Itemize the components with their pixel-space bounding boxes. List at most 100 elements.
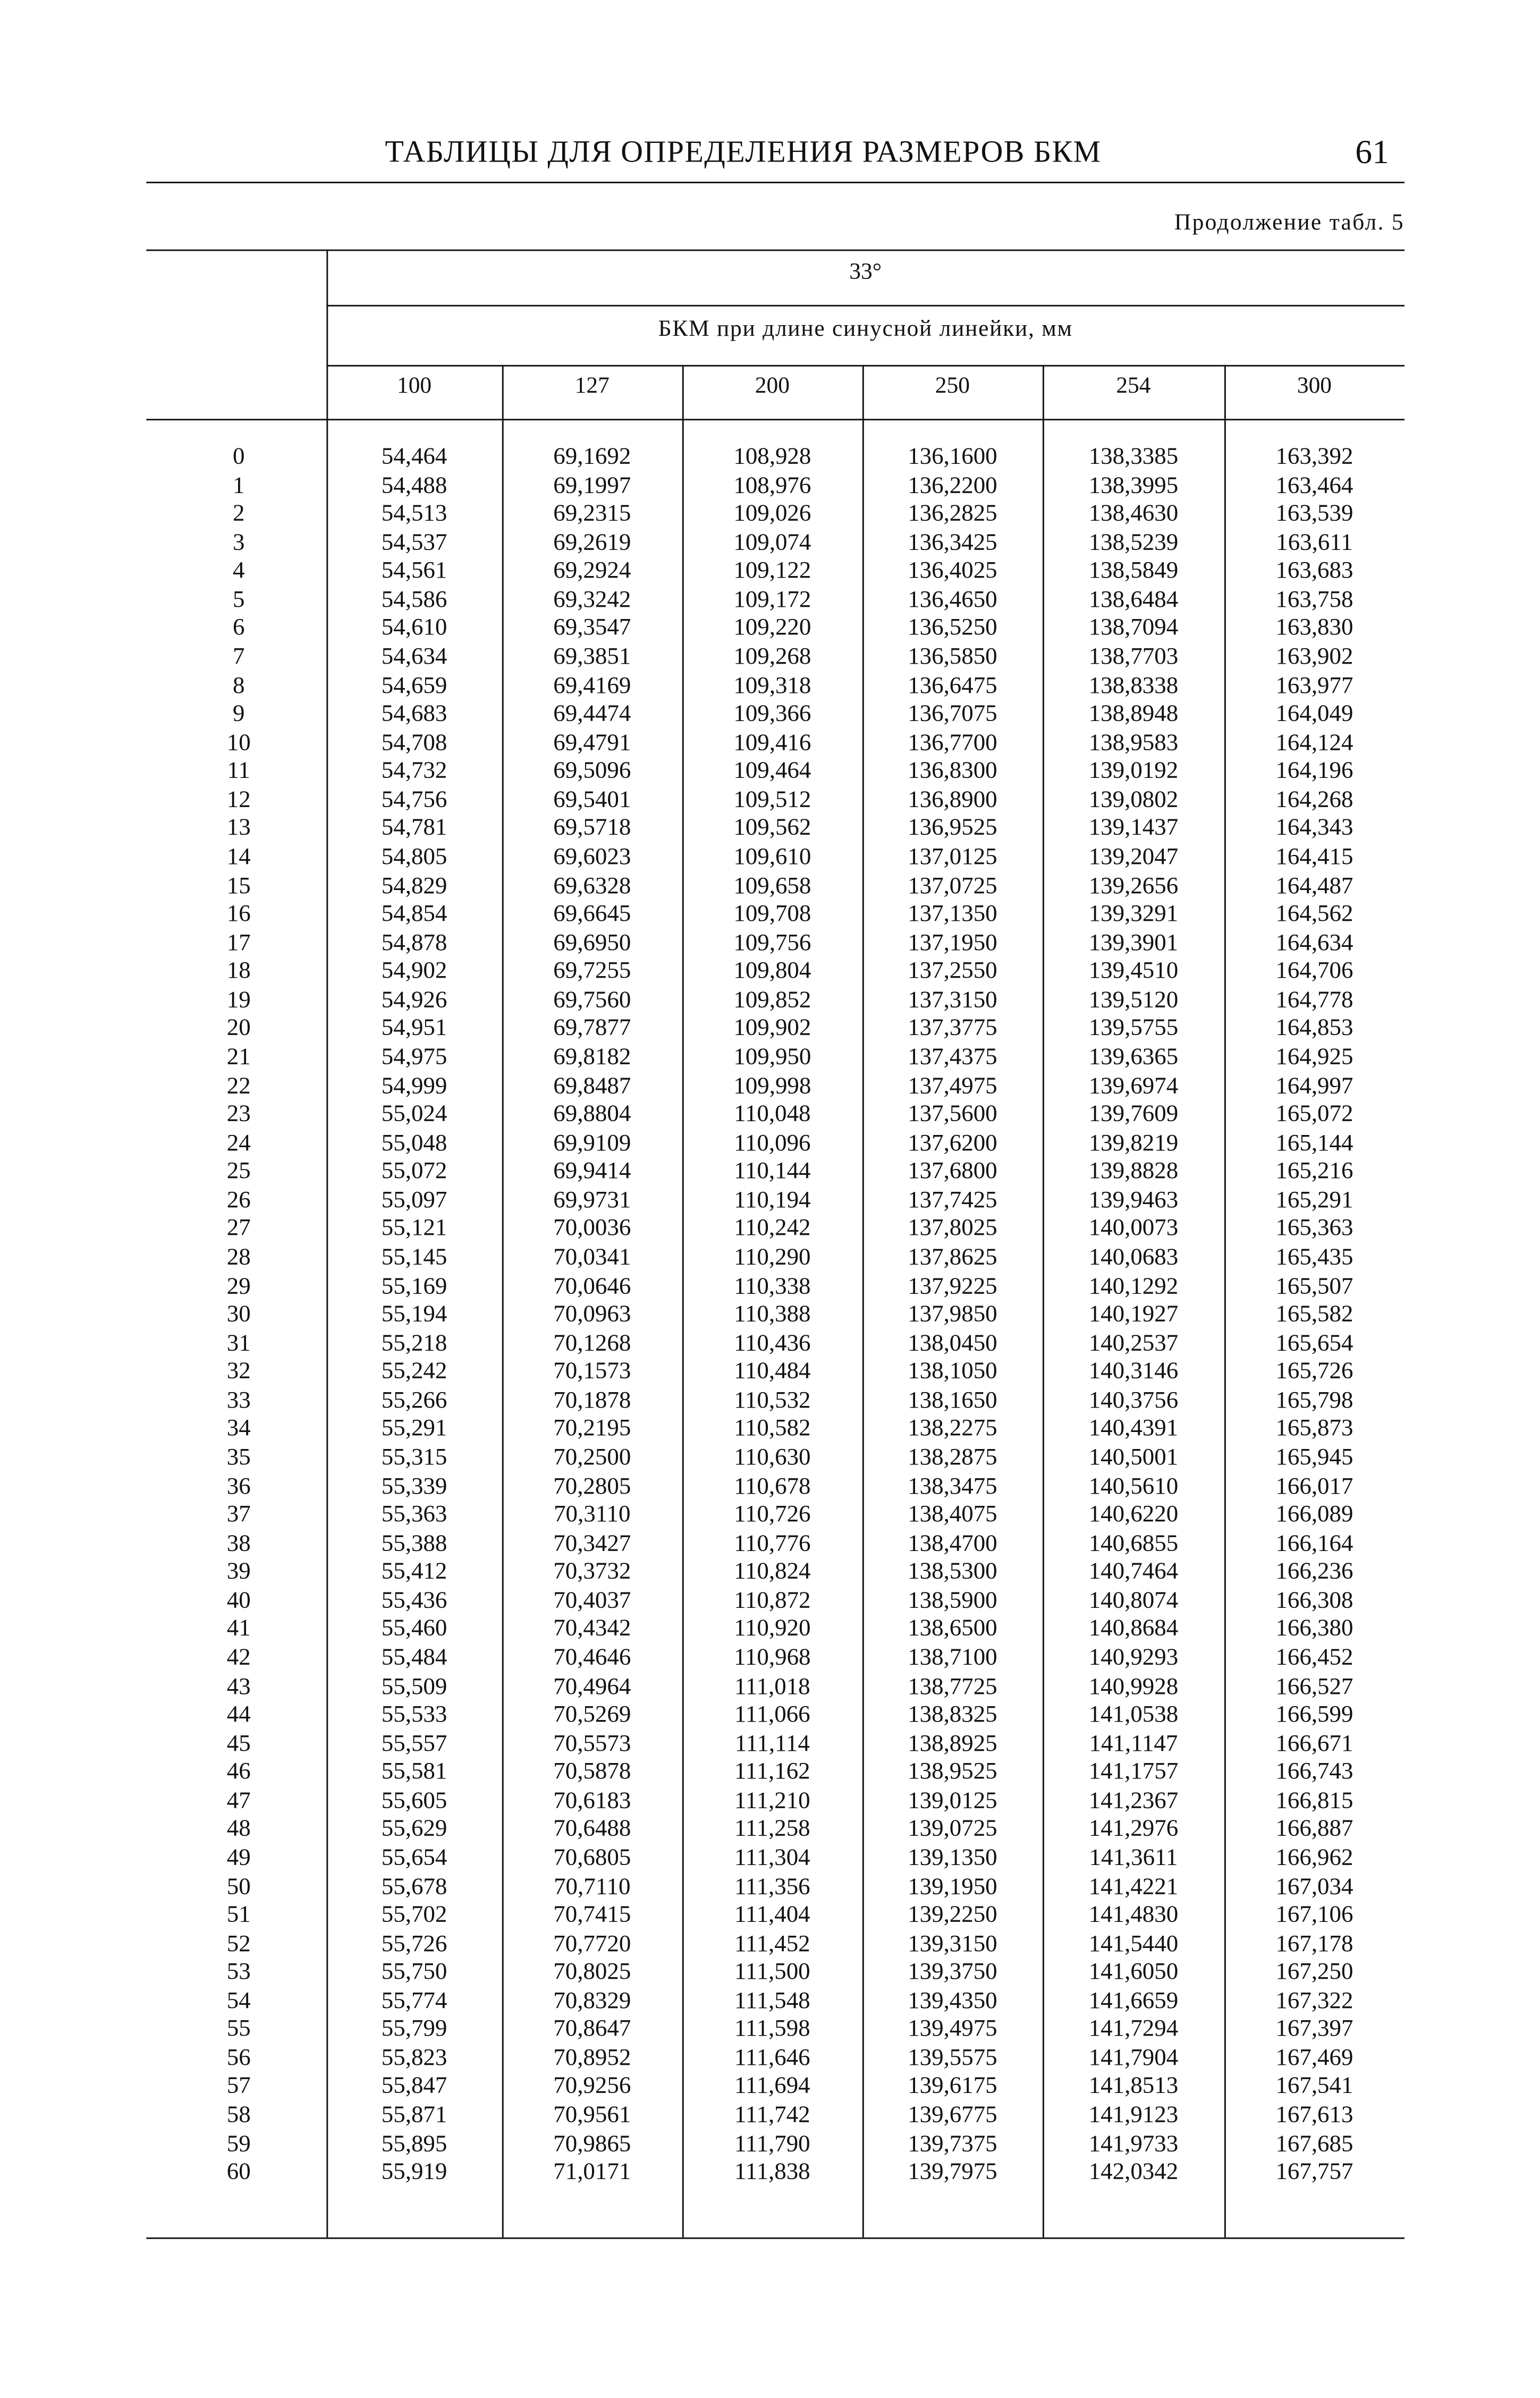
column-header: 300 xyxy=(1297,374,1332,399)
value-cell: 110,484 xyxy=(734,1358,811,1385)
value-cell: 70,5878 xyxy=(553,1759,631,1785)
value-cell: 164,997 xyxy=(1275,1072,1353,1099)
value-cell: 54,610 xyxy=(381,615,447,641)
table-row: 14 54,805 69,6023 109,610 137,0125 139,2047 16… xyxy=(0,844,1540,871)
value-cell: 138,7725 xyxy=(908,1673,997,1699)
minute-cell: 45 xyxy=(226,1730,251,1757)
value-cell: 138,1650 xyxy=(908,1387,997,1413)
value-cell: 54,999 xyxy=(381,1072,447,1099)
value-cell: 163,611 xyxy=(1276,529,1353,556)
value-cell: 55,774 xyxy=(381,1987,447,2014)
value-cell: 139,0125 xyxy=(908,1787,997,1814)
value-cell: 136,4025 xyxy=(908,557,997,584)
value-cell: 166,164 xyxy=(1275,1530,1353,1556)
value-cell: 138,7094 xyxy=(1088,615,1179,641)
value-cell: 110,630 xyxy=(734,1444,811,1471)
value-cell: 55,169 xyxy=(381,1273,447,1299)
value-cell: 54,854 xyxy=(381,901,447,927)
value-cell: 164,268 xyxy=(1275,786,1353,813)
value-cell: 138,0450 xyxy=(908,1329,997,1357)
value-cell: 111,258 xyxy=(734,1816,810,1843)
table-row: 15 54,829 69,6328 109,658 137,0725 139,2656 16… xyxy=(0,872,1540,900)
table-row: 50 55,678 70,7110 111,356 139,1950 141,4221 16… xyxy=(0,1873,1540,1901)
value-cell: 138,5849 xyxy=(1088,557,1179,584)
table-row: 0 54,464 69,1692 108,928 136,1600 138,3385 163… xyxy=(0,444,1540,471)
value-cell: 141,9733 xyxy=(1088,2130,1179,2157)
value-cell: 139,4350 xyxy=(908,1987,997,2014)
minute-cell: 40 xyxy=(226,1587,251,1614)
value-cell: 137,0725 xyxy=(908,872,997,899)
value-cell: 140,6220 xyxy=(1088,1501,1179,1528)
table-row: 23 55,024 69,8804 110,048 137,5600 139,7609 16… xyxy=(0,1101,1540,1129)
table-row: 3 54,537 69,2619 109,074 136,3425 138,5239 163… xyxy=(0,529,1540,557)
value-cell: 138,1050 xyxy=(908,1358,997,1385)
value-cell: 165,726 xyxy=(1275,1358,1353,1385)
minute-cell: 47 xyxy=(226,1787,251,1814)
column-header: 200 xyxy=(755,374,790,399)
value-cell: 110,388 xyxy=(734,1301,811,1328)
value-cell: 109,658 xyxy=(733,872,811,899)
value-cell: 164,778 xyxy=(1275,987,1353,1013)
value-cell: 109,998 xyxy=(733,1072,811,1099)
value-cell: 69,8487 xyxy=(553,1072,631,1099)
minute-cell: 0 xyxy=(232,443,245,470)
value-cell: 111,452 xyxy=(734,1930,810,1957)
value-cell: 137,6800 xyxy=(908,1158,997,1185)
value-cell: 109,366 xyxy=(733,700,811,727)
minute-cell: 9 xyxy=(232,700,245,727)
value-cell: 140,0683 xyxy=(1088,1244,1179,1270)
table-row: 28 55,145 70,0341 110,290 137,8625 140,0683 16… xyxy=(0,1244,1540,1272)
value-cell: 138,8948 xyxy=(1088,700,1179,727)
table-row: 31 55,218 70,1268 110,436 138,0450 140,2537 16… xyxy=(0,1330,1540,1358)
value-cell: 138,7703 xyxy=(1088,643,1179,670)
value-cell: 111,304 xyxy=(734,1844,810,1871)
value-cell: 167,034 xyxy=(1275,1873,1353,1900)
value-cell: 139,9463 xyxy=(1088,1187,1179,1214)
value-cell: 55,678 xyxy=(381,1873,447,1900)
value-cell: 110,338 xyxy=(734,1273,811,1299)
value-cell: 163,902 xyxy=(1275,643,1353,670)
value-cell: 137,7425 xyxy=(908,1187,997,1214)
value-cell: 54,659 xyxy=(381,672,447,699)
value-cell: 164,706 xyxy=(1275,958,1353,985)
value-cell: 137,5600 xyxy=(908,1101,997,1128)
value-cell: 54,951 xyxy=(381,1015,447,1042)
value-cell: 54,464 xyxy=(381,443,447,470)
value-cell: 70,4646 xyxy=(553,1644,631,1671)
minute-cell: 7 xyxy=(232,643,245,670)
value-cell: 166,452 xyxy=(1275,1644,1353,1671)
value-cell: 139,2656 xyxy=(1088,872,1179,899)
value-cell: 165,798 xyxy=(1275,1387,1353,1413)
value-cell: 70,2195 xyxy=(553,1416,631,1442)
minute-cell: 44 xyxy=(226,1701,251,1728)
table-row: 17 54,878 69,6950 109,756 137,1950 139,3901 16… xyxy=(0,929,1540,957)
minute-cell: 2 xyxy=(232,501,245,527)
value-cell: 140,5001 xyxy=(1088,1444,1179,1471)
value-cell: 163,539 xyxy=(1275,501,1353,527)
value-cell: 166,671 xyxy=(1275,1730,1353,1757)
value-cell: 138,2875 xyxy=(908,1444,997,1471)
minute-cell: 46 xyxy=(226,1759,251,1785)
minute-cell: 55 xyxy=(226,2016,251,2043)
value-cell: 138,3475 xyxy=(908,1472,997,1499)
value-cell: 110,920 xyxy=(734,1616,811,1642)
value-cell: 140,0073 xyxy=(1088,1215,1179,1242)
value-cell: 69,9731 xyxy=(553,1187,631,1214)
value-cell: 109,172 xyxy=(733,586,811,613)
value-cell: 69,6645 xyxy=(553,901,631,927)
value-cell: 164,634 xyxy=(1275,929,1353,956)
value-cell: 55,266 xyxy=(381,1387,447,1413)
value-cell: 167,250 xyxy=(1275,1959,1353,1986)
value-cell: 109,902 xyxy=(733,1015,811,1042)
value-cell: 69,7560 xyxy=(553,987,631,1013)
value-cell: 136,2200 xyxy=(908,472,997,498)
value-cell: 110,096 xyxy=(734,1130,811,1156)
value-cell: 69,4169 xyxy=(553,672,631,699)
minute-cell: 30 xyxy=(226,1301,251,1328)
value-cell: 166,236 xyxy=(1275,1558,1353,1585)
value-cell: 139,5575 xyxy=(908,2045,997,2071)
table-row: 8 54,659 69,4169 109,318 136,6475 138,8338 163… xyxy=(0,672,1540,700)
minute-cell: 27 xyxy=(226,1215,251,1242)
value-cell: 138,5900 xyxy=(908,1587,997,1614)
